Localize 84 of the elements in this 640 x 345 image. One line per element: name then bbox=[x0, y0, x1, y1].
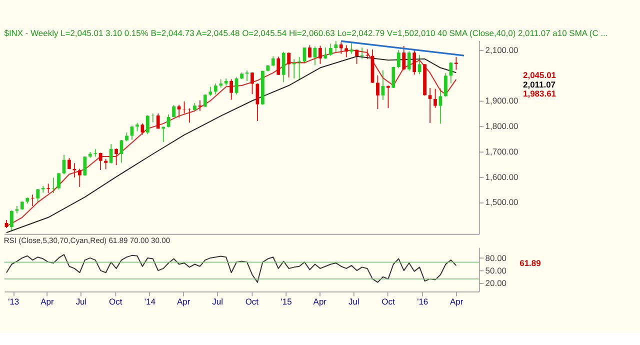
candlestick bbox=[444, 72, 448, 98]
candlestick bbox=[57, 172, 60, 190]
candlestick bbox=[428, 88, 432, 124]
candlestick bbox=[339, 42, 343, 54]
text: 61.89 bbox=[520, 258, 542, 268]
candlestick bbox=[418, 54, 422, 75]
candlestick bbox=[230, 78, 234, 100]
x-tick-label: Apr bbox=[40, 296, 54, 307]
x-tick-label: Oct bbox=[108, 296, 123, 307]
candlestick bbox=[276, 56, 280, 76]
candlestick bbox=[203, 94, 207, 108]
candlestick bbox=[166, 114, 170, 128]
x-tick-label: Apr bbox=[450, 296, 464, 307]
x-tick-label: Jul bbox=[76, 296, 87, 307]
y-tick-label: 2,100.00 bbox=[485, 44, 519, 55]
y-tick-label: 1,700.00 bbox=[485, 146, 519, 156]
x-tick-label: '13 bbox=[8, 296, 20, 307]
candlestick bbox=[313, 46, 317, 66]
candlestick bbox=[140, 123, 144, 135]
candlestick bbox=[366, 48, 369, 60]
candlestick bbox=[36, 188, 40, 203]
candlestick bbox=[83, 156, 87, 176]
candlestick bbox=[219, 78, 223, 88]
candlestick bbox=[98, 152, 102, 170]
candlestick bbox=[109, 144, 113, 164]
candlestick bbox=[438, 88, 442, 124]
candlestick bbox=[412, 48, 416, 76]
candlestick bbox=[78, 168, 82, 188]
candlestick bbox=[172, 104, 176, 118]
text: 1,983.61 bbox=[523, 88, 556, 99]
candlestick bbox=[376, 74, 380, 110]
y-tick-label: 20.00 bbox=[485, 278, 507, 288]
candlestick bbox=[156, 112, 160, 130]
text: 2,045.01 bbox=[523, 70, 556, 80]
y-tick-label: 1,800.00 bbox=[485, 121, 519, 132]
candlestick bbox=[282, 51, 286, 83]
candlestick bbox=[10, 210, 14, 232]
candlestick bbox=[146, 114, 150, 135]
candlestick bbox=[104, 158, 108, 170]
x-tick-label: Oct bbox=[382, 296, 396, 307]
y-tick-label: 1,500.00 bbox=[485, 197, 519, 208]
candlestick bbox=[287, 52, 291, 78]
candlestick bbox=[214, 83, 218, 95]
candlestick bbox=[449, 62, 453, 84]
x-tick-label: '15 bbox=[280, 296, 292, 307]
candlestick bbox=[381, 70, 385, 100]
y-tick-label: 80.00 bbox=[485, 252, 507, 263]
candlestick bbox=[30, 194, 34, 206]
candlestick bbox=[271, 56, 275, 67]
candlestick bbox=[402, 46, 406, 71]
x-tick-label: Apr bbox=[313, 296, 327, 307]
candlestick bbox=[386, 85, 390, 109]
candlestick bbox=[454, 56, 458, 70]
candlestick bbox=[114, 148, 118, 166]
candlestick bbox=[298, 56, 301, 81]
candlestick bbox=[407, 50, 411, 71]
x-tick-label: Apr bbox=[176, 296, 190, 307]
candlestick bbox=[188, 108, 192, 123]
text: 2,011.07 bbox=[523, 79, 556, 90]
chart-title: $INX - Weekly L=2,045.01 3.10 0.15% B=2,044.73 A=2,045.48 O=2,045.54 Hi=2,060.63 Lo=2,042.79 V=1,502,010 40 SMA (Close,40,0) 2,011.07 a10 SMA (C ... bbox=[4, 28, 608, 38]
candlestick bbox=[355, 49, 359, 64]
candlestick bbox=[318, 45, 322, 64]
y-tick-label: 1,900.00 bbox=[485, 96, 519, 106]
candlestick bbox=[334, 40, 338, 53]
candlestick bbox=[15, 206, 19, 214]
candlestick bbox=[256, 83, 260, 122]
chart-title: RSI (Close,5,30,70,Cyan,Red) 61.89 70.00 30.00 bbox=[4, 236, 170, 246]
candlestick bbox=[328, 43, 332, 56]
x-tick-label: '14 bbox=[144, 296, 156, 307]
x-tick-label: Jul bbox=[212, 296, 224, 307]
x-tick-label: '16 bbox=[417, 296, 428, 307]
line-series bbox=[6, 254, 457, 283]
candlestick bbox=[434, 88, 437, 108]
x-tick-label: Jul bbox=[348, 296, 360, 307]
x-tick-label: Oct bbox=[245, 296, 260, 307]
y-tick-label: 50.00 bbox=[485, 266, 507, 276]
candlestick bbox=[324, 47, 328, 60]
candlestick bbox=[308, 44, 312, 58]
y-tick-label: 1,600.00 bbox=[485, 172, 519, 182]
candlestick bbox=[250, 72, 254, 95]
candlestick bbox=[392, 66, 396, 88]
candlestick bbox=[344, 44, 348, 58]
candlestick bbox=[41, 186, 45, 193]
candlestick bbox=[396, 50, 400, 69]
